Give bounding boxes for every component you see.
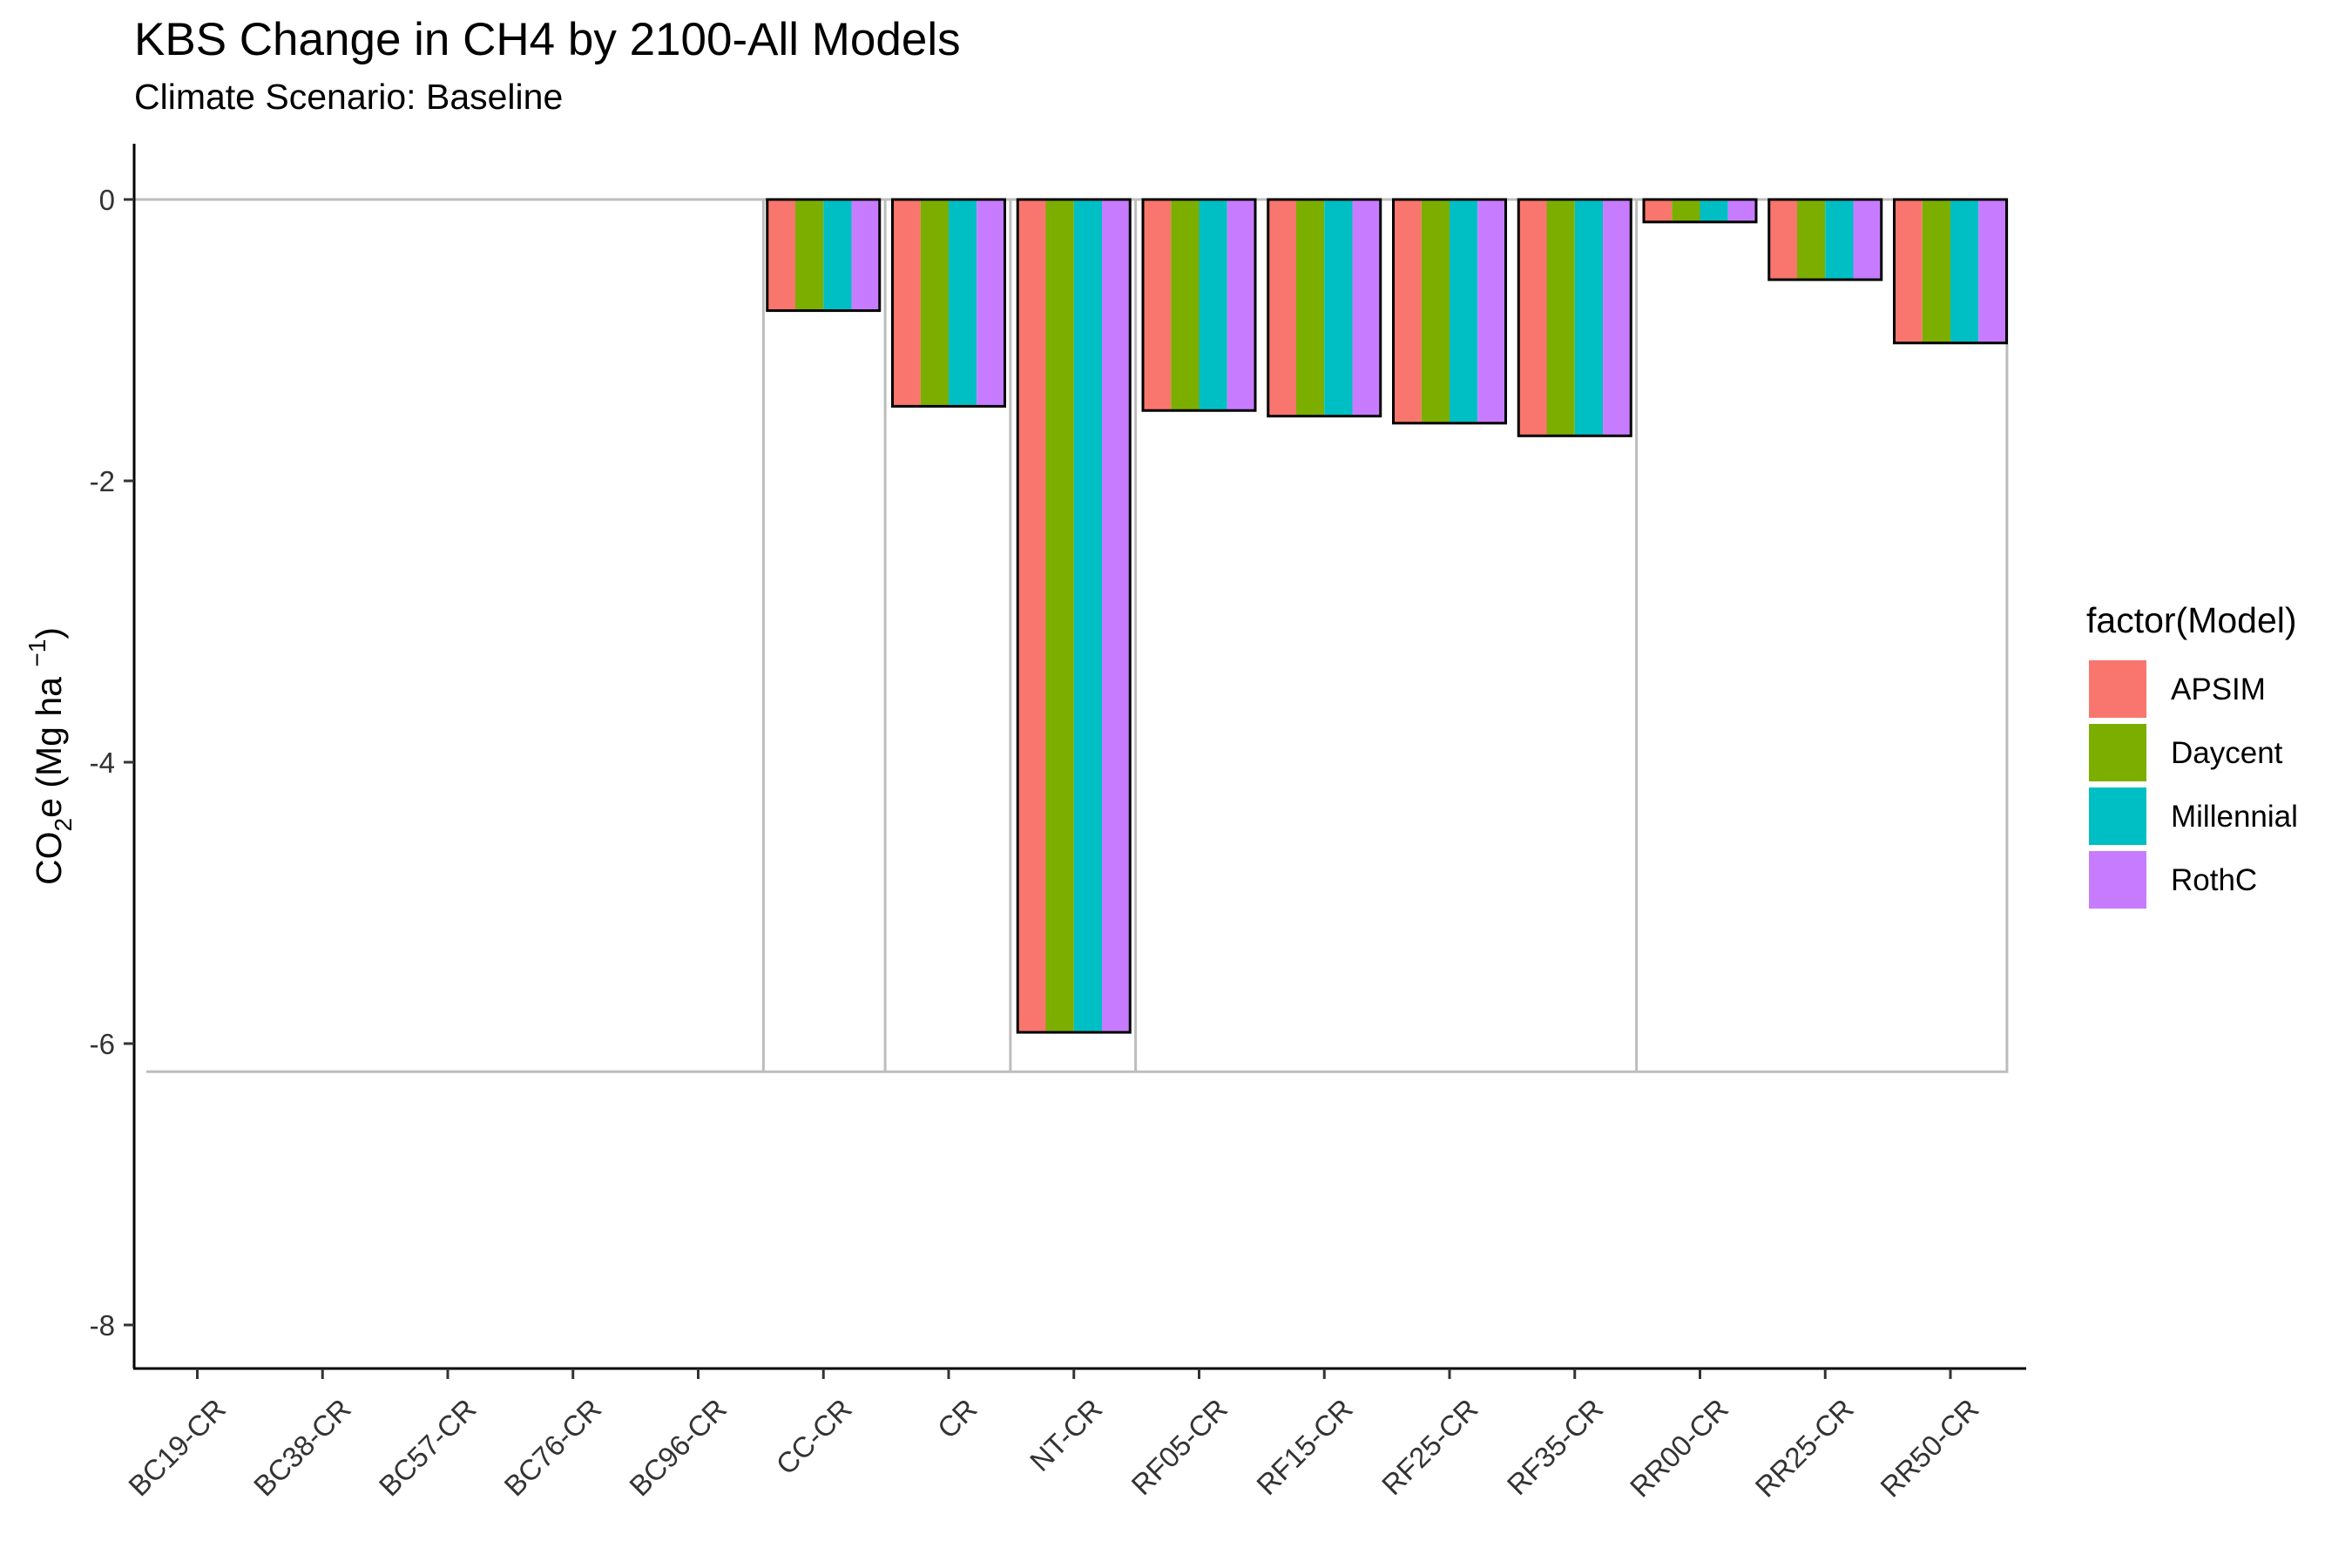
y-axis-title-base: CO	[29, 831, 69, 885]
bar-apsim-cc-cr	[767, 199, 795, 311]
bar-apsim-rr50-cr	[1894, 199, 1923, 343]
bar-rothc-rf15-cr	[1352, 199, 1381, 416]
bar-group-outline-cc-cr	[766, 198, 882, 313]
bar-daycent-rr00-cr	[1672, 199, 1700, 222]
bar-rothc-nt-cr	[1102, 199, 1131, 1033]
bar-daycent-rr25-cr	[1797, 199, 1826, 280]
legend-label-apsim: APSIM	[2171, 672, 2266, 706]
bar-millennial-nt-cr	[1073, 199, 1102, 1033]
legend-swatch-rothc	[2089, 851, 2146, 909]
legend-title: factor(Model)	[2086, 600, 2297, 640]
bar-rothc-rf35-cr	[1603, 199, 1632, 436]
bar-millennial-rr25-cr	[1825, 199, 1854, 280]
reference-box	[134, 198, 2009, 1073]
bars	[766, 198, 2008, 1034]
bar-daycent-cc-cr	[795, 199, 824, 311]
y-tick-label: -6	[90, 1028, 115, 1060]
x-tick-label: RF25-CR	[1375, 1392, 1484, 1501]
bar-apsim-rf05-cr	[1143, 199, 1172, 411]
bar-group-outline-rf05-cr	[1141, 198, 1257, 412]
y-axis-title-end: )	[29, 627, 69, 639]
bar-apsim-cr	[892, 199, 921, 407]
bar-millennial-cr	[949, 199, 977, 407]
legend-label-millennial: Millennial	[2171, 800, 2298, 834]
chart-title: KBS Change in CH4 by 2100-All Models	[134, 14, 961, 65]
bar-rothc-rf05-cr	[1227, 199, 1255, 411]
bar-rothc-rr50-cr	[1978, 199, 2007, 343]
x-tick-label: CC-CR	[770, 1392, 858, 1480]
bar-apsim-rf35-cr	[1518, 199, 1547, 436]
bar-group-outline-rr50-cr	[1893, 198, 2008, 345]
bar-millennial-rf15-cr	[1324, 199, 1353, 416]
bar-rothc-rr00-cr	[1727, 199, 1756, 222]
bar-group-outline-rf15-cr	[1267, 198, 1382, 418]
legend: factor(Model) APSIM Daycent Millennial Roth…	[2086, 600, 2298, 909]
y-ticks: 0 -2 -4 -6 -8	[90, 184, 134, 1342]
bar-daycent-nt-cr	[1045, 199, 1074, 1033]
bar-apsim-rr00-cr	[1644, 199, 1673, 222]
bar-millennial-cc-cr	[823, 199, 852, 311]
bar-group-outline-rf35-cr	[1517, 198, 1632, 437]
bar-rothc-cc-cr	[851, 199, 880, 311]
x-tick-label: BC57-CR	[373, 1392, 483, 1502]
bar-rothc-rr25-cr	[1853, 199, 1882, 280]
x-tick-label: BC96-CR	[623, 1392, 733, 1502]
x-tick-label: RR00-CR	[1624, 1392, 1734, 1503]
reference-box-outline	[761, 198, 2009, 1073]
legend-label-rothc: RothC	[2171, 863, 2257, 897]
chart-subtitle: Climate Scenario: Baseline	[134, 77, 564, 117]
bar-millennial-rf25-cr	[1450, 199, 1478, 423]
x-tick-label: RF05-CR	[1125, 1392, 1233, 1501]
y-tick-label: -4	[90, 747, 115, 779]
bar-group-outline-nt-cr	[1016, 198, 1132, 1034]
y-axis-title-sub: 2	[50, 818, 77, 832]
bar-daycent-rf35-cr	[1546, 199, 1575, 436]
x-tick-label: BC19-CR	[122, 1392, 232, 1502]
bar-group-outline-rf25-cr	[1392, 198, 1507, 425]
legend-swatch-millennial	[2089, 787, 2146, 845]
bar-daycent-rf15-cr	[1296, 199, 1325, 416]
bar-daycent-rf05-cr	[1171, 199, 1200, 411]
y-tick-label: -2	[90, 465, 115, 497]
bar-group-outline-rr25-cr	[1767, 198, 1883, 281]
bar-apsim-rf15-cr	[1267, 199, 1296, 416]
legend-swatch-apsim	[2089, 660, 2146, 718]
bar-millennial-rr00-cr	[1700, 199, 1728, 222]
legend-label-daycent: Daycent	[2171, 736, 2283, 770]
x-tick-label: CR	[931, 1392, 983, 1444]
y-axis-title-mid: e (Mg ha	[29, 667, 69, 818]
bar-apsim-nt-cr	[1017, 199, 1046, 1033]
y-tick-label: -8	[90, 1309, 115, 1342]
bar-group-outline-cr	[891, 198, 1006, 408]
bar-rothc-cr	[977, 199, 1005, 407]
x-tick-label: RF15-CR	[1250, 1392, 1359, 1501]
x-tick-label: RF35-CR	[1501, 1392, 1610, 1501]
y-axis-title: CO2e (Mg ha −1)	[24, 627, 77, 885]
y-tick-label: 0	[99, 184, 115, 216]
bar-daycent-cr	[920, 199, 949, 407]
legend-swatch-daycent	[2089, 724, 2146, 781]
bar-group-outline-rr00-cr	[1642, 198, 1758, 224]
x-tick-label: BC38-CR	[247, 1392, 357, 1502]
y-axis-title-sup: −1	[24, 639, 51, 667]
x-tick-label: RR50-CR	[1874, 1392, 1984, 1503]
x-ticks: BC19-CR BC38-CR BC57-CR BC76-CR BC96-CR CC-CR…	[122, 1369, 1985, 1504]
bar-daycent-rf25-cr	[1421, 199, 1450, 423]
x-tick-label: NT-CR	[1024, 1392, 1108, 1477]
bar-apsim-rr25-cr	[1768, 199, 1797, 280]
bar-rothc-rf25-cr	[1477, 199, 1506, 423]
bar-millennial-rf35-cr	[1574, 199, 1603, 436]
bar-apsim-rf25-cr	[1393, 199, 1422, 423]
bar-daycent-rr50-cr	[1922, 199, 1950, 343]
x-tick-label: RR25-CR	[1749, 1392, 1860, 1503]
bar-millennial-rf05-cr	[1199, 199, 1227, 411]
x-tick-label: BC76-CR	[497, 1392, 607, 1502]
bar-millennial-rr50-cr	[1950, 199, 1979, 343]
